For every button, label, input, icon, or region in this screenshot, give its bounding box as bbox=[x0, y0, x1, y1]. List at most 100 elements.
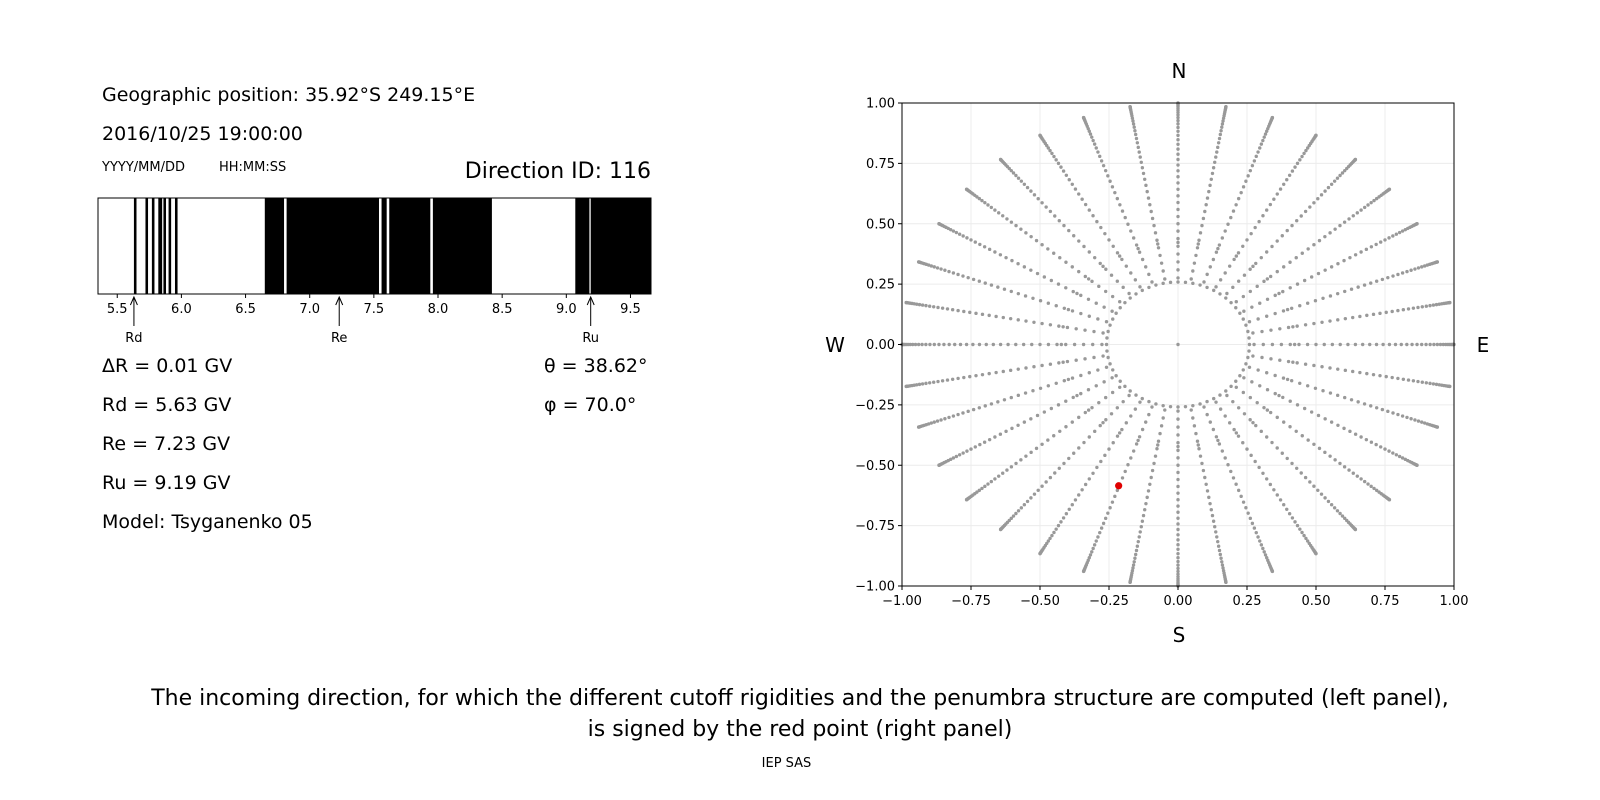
grid-point bbox=[1040, 484, 1044, 488]
grid-point bbox=[996, 474, 1001, 478]
grid-point bbox=[1220, 122, 1225, 126]
grid-point bbox=[989, 402, 994, 406]
grid-point bbox=[1290, 223, 1294, 228]
grid-point bbox=[1161, 281, 1165, 286]
grid-point bbox=[1216, 438, 1220, 443]
grid-point bbox=[1201, 468, 1206, 473]
grid-point bbox=[1070, 420, 1074, 424]
grid-point bbox=[928, 342, 932, 347]
grid-point bbox=[1176, 569, 1180, 574]
grid-point bbox=[1349, 398, 1354, 402]
grid-point bbox=[1087, 371, 1091, 375]
grid-point bbox=[1291, 325, 1295, 329]
grid-point bbox=[1431, 382, 1436, 386]
grid-point bbox=[1036, 488, 1040, 492]
grid-point bbox=[947, 342, 951, 347]
grid-point bbox=[1225, 291, 1229, 296]
grid-point bbox=[1031, 388, 1035, 393]
grid-point bbox=[936, 379, 940, 384]
grid-point bbox=[1409, 417, 1413, 421]
y-tick-label: −1.00 bbox=[855, 580, 895, 595]
grid-point bbox=[1066, 307, 1071, 312]
grid-point bbox=[1155, 238, 1159, 242]
grid-point bbox=[1378, 373, 1382, 378]
grid-point bbox=[1229, 300, 1233, 305]
grid-point bbox=[1374, 279, 1379, 283]
grid-point bbox=[1353, 157, 1358, 162]
grid-point bbox=[1205, 399, 1209, 404]
grid-point bbox=[1219, 129, 1223, 133]
grid-point bbox=[929, 264, 934, 268]
grid-point bbox=[1009, 516, 1013, 521]
grid-point bbox=[1052, 251, 1056, 255]
grid-point bbox=[989, 479, 994, 484]
grid-point bbox=[1195, 246, 1200, 250]
grid-point bbox=[1203, 209, 1207, 214]
grid-point bbox=[1054, 527, 1058, 531]
re-value: Re = 7.23 GV bbox=[102, 433, 231, 455]
grid-point bbox=[1256, 317, 1260, 321]
grid-point bbox=[1143, 508, 1147, 512]
grid-point bbox=[1224, 580, 1228, 585]
grid-point bbox=[971, 277, 976, 282]
grid-point bbox=[1176, 448, 1180, 453]
grid-point bbox=[945, 378, 950, 382]
grid-point bbox=[1278, 498, 1283, 502]
grid-point bbox=[1048, 362, 1053, 366]
grid-point bbox=[1272, 488, 1276, 492]
grid-point bbox=[1176, 200, 1180, 205]
grid-point bbox=[1241, 500, 1246, 504]
grid-point bbox=[1247, 342, 1252, 347]
grid-point bbox=[1397, 454, 1402, 459]
grid-point bbox=[1004, 255, 1008, 260]
grid-point bbox=[964, 498, 969, 502]
grid-point bbox=[1050, 151, 1054, 156]
grid-point bbox=[1306, 247, 1310, 251]
grid-point bbox=[1014, 511, 1018, 516]
selected-direction-point bbox=[1115, 482, 1123, 490]
penumbra-tick-label: 6.0 bbox=[171, 302, 192, 317]
grid-point bbox=[1343, 368, 1348, 373]
grid-point bbox=[1144, 183, 1148, 188]
grid-point bbox=[1134, 136, 1139, 141]
grid-point bbox=[1008, 368, 1013, 373]
grid-point bbox=[1176, 444, 1180, 449]
grid-point bbox=[1005, 217, 1009, 221]
grid-point bbox=[1031, 296, 1035, 301]
grid-point bbox=[1070, 376, 1075, 380]
grid-point bbox=[1299, 214, 1303, 218]
grid-point bbox=[1416, 305, 1420, 310]
grid-point bbox=[936, 305, 940, 310]
grid-point bbox=[1118, 385, 1122, 389]
grid-point bbox=[1161, 269, 1165, 273]
grid-point bbox=[929, 421, 934, 425]
x-tick-label: 0.00 bbox=[1164, 594, 1193, 609]
grid-point bbox=[1194, 253, 1198, 258]
grid-point bbox=[991, 342, 996, 347]
forbidden-band bbox=[133, 198, 137, 294]
grid-point bbox=[1156, 246, 1161, 250]
grid-point bbox=[943, 268, 947, 272]
grid-point bbox=[1241, 294, 1246, 299]
grid-point bbox=[1038, 386, 1043, 390]
grid-point bbox=[1320, 320, 1324, 324]
grid-point bbox=[1115, 251, 1120, 255]
grid-point bbox=[1023, 391, 1028, 395]
grid-point bbox=[1308, 480, 1312, 484]
grid-point bbox=[1226, 222, 1230, 226]
grid-point bbox=[924, 342, 928, 347]
grid-point bbox=[1332, 179, 1337, 183]
grid-point bbox=[1207, 495, 1211, 500]
grid-point bbox=[1208, 501, 1212, 506]
grid-point bbox=[1098, 423, 1102, 428]
grid-point bbox=[1348, 255, 1352, 260]
grid-point bbox=[1362, 283, 1367, 287]
grid-point bbox=[1250, 305, 1254, 309]
grid-point bbox=[1273, 391, 1277, 396]
grid-point bbox=[1191, 416, 1195, 420]
grid-point bbox=[1380, 407, 1385, 412]
grid-point bbox=[1247, 336, 1251, 340]
grid-point bbox=[1250, 163, 1255, 168]
grid-point bbox=[1217, 136, 1222, 141]
grid-point bbox=[1141, 513, 1146, 518]
